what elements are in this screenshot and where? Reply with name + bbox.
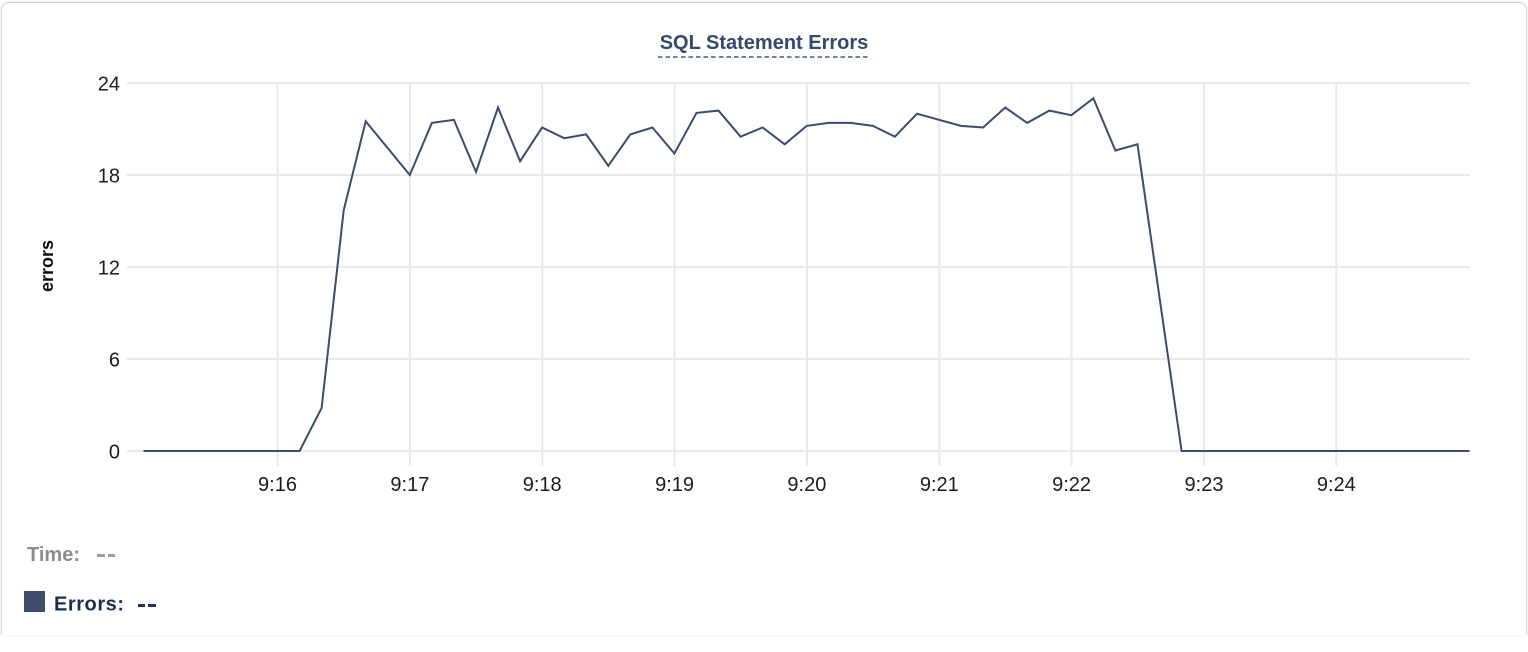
svg-text:12: 12 bbox=[98, 257, 120, 279]
svg-text:9:24: 9:24 bbox=[1317, 474, 1356, 496]
svg-text:18: 18 bbox=[98, 165, 120, 187]
svg-text:24: 24 bbox=[98, 73, 120, 95]
svg-text:errors: errors bbox=[37, 240, 57, 292]
svg-text:9:17: 9:17 bbox=[390, 474, 429, 496]
svg-text:9:16: 9:16 bbox=[258, 474, 297, 496]
svg-text:9:21: 9:21 bbox=[920, 474, 959, 496]
svg-text:6: 6 bbox=[109, 349, 120, 371]
svg-text:9:19: 9:19 bbox=[655, 474, 694, 496]
svg-text:9:18: 9:18 bbox=[523, 474, 562, 496]
svg-text:9:22: 9:22 bbox=[1052, 474, 1091, 496]
svg-text:9:23: 9:23 bbox=[1185, 474, 1224, 496]
svg-text:9:20: 9:20 bbox=[787, 474, 826, 496]
svg-text:0: 0 bbox=[109, 441, 120, 463]
